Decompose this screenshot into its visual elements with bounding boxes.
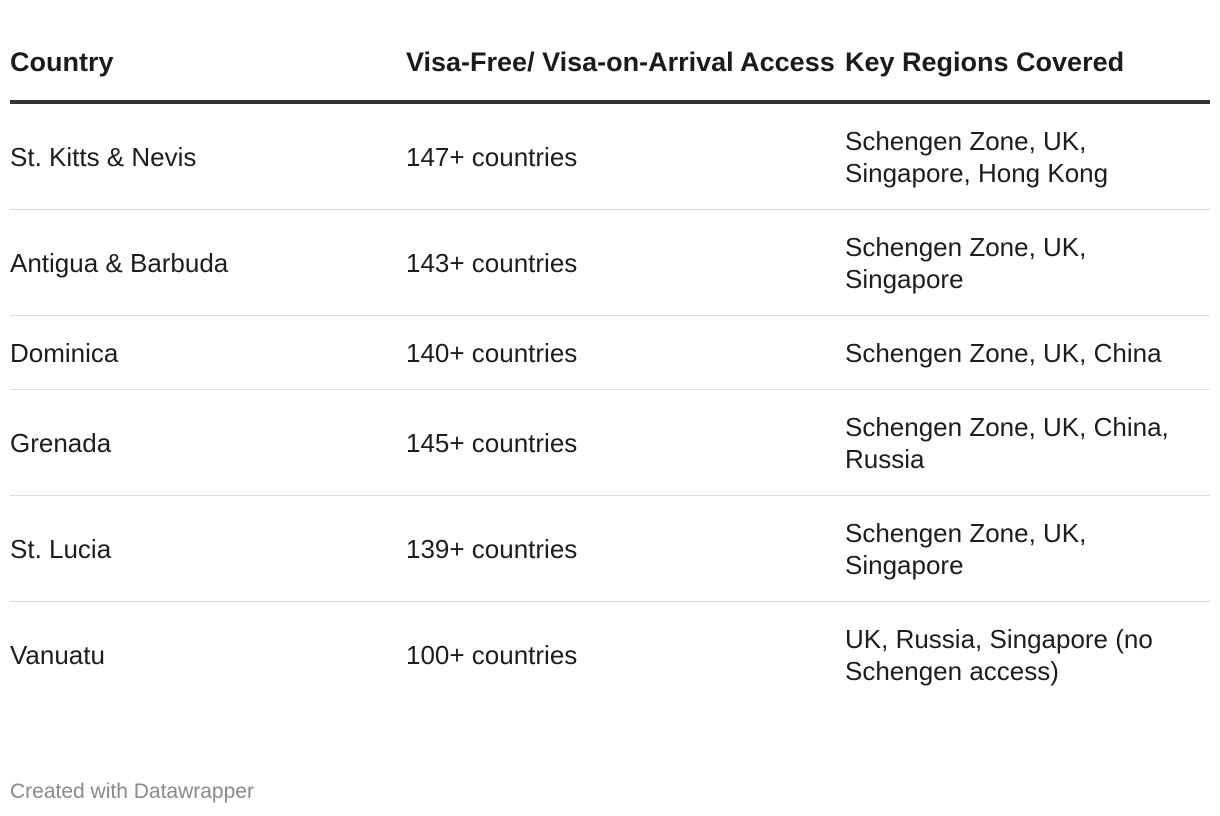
cell-key-regions: Schengen Zone, UK, Singapore bbox=[845, 495, 1210, 602]
column-header-country: Country bbox=[10, 0, 406, 104]
cell-country: Vanuatu bbox=[10, 639, 105, 670]
table-row: Grenada 145+ countries Schengen Zone, UK… bbox=[10, 389, 1210, 496]
table-row: St. Kitts & Nevis 147+ countries Schenge… bbox=[10, 102, 1210, 210]
column-header-key-regions: Key Regions Covered bbox=[845, 0, 1210, 104]
visa-access-table: Country Visa-Free/ Visa-on-Arrival Acces… bbox=[10, 0, 1210, 707]
cell-country: Grenada bbox=[10, 389, 406, 496]
data-table-container: Country Visa-Free/ Visa-on-Arrival Acces… bbox=[10, 0, 1210, 707]
cell-country: Antigua & Barbuda bbox=[10, 209, 406, 316]
cell-key-regions: Schengen Zone, UK, Singapore bbox=[845, 209, 1210, 316]
cell-key-regions: Schengen Zone, UK, China, Russia bbox=[845, 389, 1210, 496]
cell-visa-access: 145+ countries bbox=[406, 389, 845, 496]
cell-country: St. Kitts & Nevis bbox=[10, 102, 406, 210]
table-row: Vanuatu 100+ countries UK, Russia, Singa… bbox=[10, 602, 1210, 708]
cell-key-regions: UK, Russia, Singapore (no Schengen acces… bbox=[845, 623, 1153, 686]
table-row: St. Lucia 139+ countries Schengen Zone, … bbox=[10, 495, 1210, 602]
cell-key-regions: Schengen Zone, UK, China bbox=[845, 315, 1210, 390]
cell-country: St. Lucia bbox=[10, 495, 406, 602]
cell-visa-access: 140+ countries bbox=[406, 315, 845, 390]
table-row: Antigua & Barbuda 143+ countries Schenge… bbox=[10, 209, 1210, 316]
table-row: Dominica 140+ countries Schengen Zone, U… bbox=[10, 315, 1210, 390]
cell-visa-access: 143+ countries bbox=[406, 209, 845, 316]
cell-visa-access: 139+ countries bbox=[406, 495, 845, 602]
cell-visa-access: 100+ countries bbox=[406, 639, 578, 670]
datawrapper-credit: Created with Datawrapper bbox=[10, 780, 254, 803]
cell-country: Dominica bbox=[10, 315, 406, 390]
cell-visa-access: 147+ countries bbox=[406, 102, 845, 210]
table-header-row: Country Visa-Free/ Visa-on-Arrival Acces… bbox=[10, 0, 1210, 104]
cell-key-regions: Schengen Zone, UK, Singapore, Hong Kong bbox=[845, 102, 1210, 210]
column-header-visa-access: Visa-Free/ Visa-on-Arrival Access bbox=[406, 0, 845, 104]
